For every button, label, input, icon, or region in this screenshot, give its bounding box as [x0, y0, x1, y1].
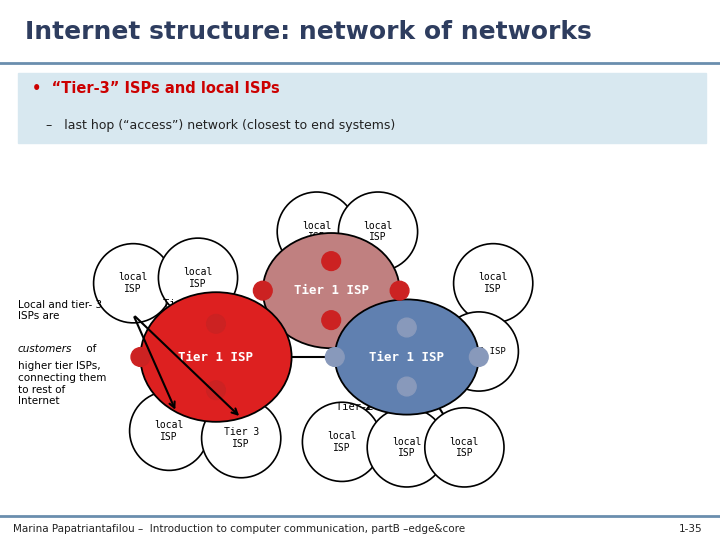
Text: Tier 1 ISP: Tier 1 ISP: [179, 350, 253, 363]
Ellipse shape: [325, 348, 344, 366]
Ellipse shape: [322, 252, 341, 271]
Text: –   last hop (“access”) network (closest to end systems): – last hop (“access”) network (closest t…: [45, 119, 395, 132]
Text: Tier-2 ISP: Tier-2 ISP: [315, 249, 377, 259]
Text: Tier-2 ISP: Tier-2 ISP: [336, 402, 398, 412]
Ellipse shape: [130, 391, 209, 470]
Ellipse shape: [335, 299, 479, 415]
Text: Internet structure: network of networks: Internet structure: network of networks: [25, 19, 592, 44]
Ellipse shape: [131, 348, 150, 366]
Text: 1-35: 1-35: [678, 524, 702, 534]
Ellipse shape: [397, 377, 416, 396]
Text: Marina Papatriantafilou –  Introduction to computer communication, partB –edge&c: Marina Papatriantafilou – Introduction t…: [13, 524, 465, 534]
FancyBboxPatch shape: [18, 73, 706, 143]
Text: local
ISP: local ISP: [302, 221, 331, 242]
Ellipse shape: [454, 244, 533, 323]
Text: local
ISP: local ISP: [328, 431, 356, 453]
Text: local
ISP: local ISP: [450, 436, 479, 458]
Text: local
ISP: local ISP: [364, 221, 392, 242]
Text: Local and tier- 3
ISPs are: Local and tier- 3 ISPs are: [18, 300, 102, 321]
Ellipse shape: [94, 244, 173, 323]
Text: Tier-2 ISP: Tier-2 ISP: [163, 299, 225, 308]
Ellipse shape: [207, 381, 225, 400]
Ellipse shape: [202, 399, 281, 478]
Ellipse shape: [439, 312, 518, 391]
Text: local
ISP: local ISP: [479, 273, 508, 294]
Text: local
ISP: local ISP: [392, 436, 421, 458]
Ellipse shape: [425, 408, 504, 487]
Text: Tier 1 ISP: Tier 1 ISP: [369, 350, 444, 363]
Text: local
ISP: local ISP: [155, 420, 184, 442]
Text: of: of: [83, 344, 96, 354]
Ellipse shape: [390, 281, 409, 300]
Text: Tier-2 ISP: Tier-2 ISP: [452, 347, 505, 356]
Ellipse shape: [469, 348, 488, 366]
Ellipse shape: [158, 238, 238, 318]
Text: local
ISP: local ISP: [119, 273, 148, 294]
Text: Tier 1 ISP: Tier 1 ISP: [294, 284, 369, 297]
Ellipse shape: [253, 281, 272, 300]
Ellipse shape: [207, 314, 225, 333]
Ellipse shape: [338, 192, 418, 271]
Ellipse shape: [140, 292, 292, 422]
Ellipse shape: [367, 408, 446, 487]
Ellipse shape: [263, 233, 400, 348]
Ellipse shape: [397, 318, 416, 337]
Text: Tier 3
ISP: Tier 3 ISP: [224, 427, 258, 449]
Text: •  “Tier-3” ISPs and local ISPs: • “Tier-3” ISPs and local ISPs: [32, 82, 279, 96]
Ellipse shape: [302, 402, 382, 482]
Text: higher tier ISPs,
connecting them
to rest of
Internet: higher tier ISPs, connecting them to res…: [18, 361, 107, 406]
Ellipse shape: [277, 192, 356, 271]
Text: Tier-2 ISP: Tier-2 ISP: [174, 398, 236, 408]
Ellipse shape: [322, 311, 341, 329]
Text: local
ISP: local ISP: [184, 267, 212, 288]
Text: customers: customers: [18, 344, 73, 354]
